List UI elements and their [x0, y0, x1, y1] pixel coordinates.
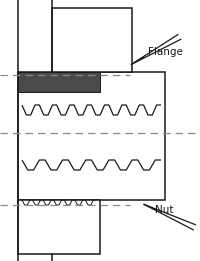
Bar	[18, 72, 165, 200]
Bar	[18, 72, 100, 92]
Text: Flange: Flange	[148, 47, 183, 57]
Text: Nut: Nut	[155, 205, 174, 215]
Bar	[52, 8, 132, 72]
Bar	[18, 200, 100, 254]
